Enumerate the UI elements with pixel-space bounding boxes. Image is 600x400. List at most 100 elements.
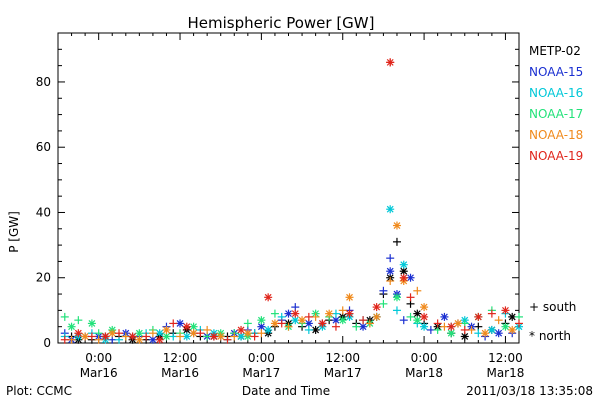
data-point-south bbox=[365, 319, 374, 328]
data-point-north bbox=[386, 267, 395, 276]
data-point-south bbox=[338, 306, 347, 315]
data-point-north bbox=[182, 322, 191, 331]
data-point-south bbox=[399, 316, 408, 325]
data-point-north bbox=[189, 329, 198, 338]
data-point-north bbox=[406, 273, 415, 282]
data-point-north bbox=[135, 335, 144, 344]
data-point-north bbox=[420, 322, 429, 331]
plot-frame bbox=[57, 32, 520, 344]
y-tick-label: 80 bbox=[36, 75, 51, 89]
data-point-south bbox=[311, 312, 320, 321]
data-point-south bbox=[386, 277, 395, 285]
data-point-north bbox=[481, 329, 490, 338]
data-point-south bbox=[467, 325, 476, 334]
data-point-south bbox=[243, 319, 252, 328]
data-point-north bbox=[67, 322, 76, 331]
data-point-south bbox=[270, 309, 279, 318]
data-point-south bbox=[515, 319, 523, 328]
data-point-north bbox=[440, 312, 449, 321]
data-point-north bbox=[237, 332, 246, 341]
x-tick-label-time: 12:00 bbox=[325, 351, 360, 365]
data-point-north bbox=[399, 260, 408, 269]
data-point-south bbox=[169, 319, 178, 328]
data-point-north bbox=[338, 316, 347, 325]
data-point-north bbox=[108, 329, 117, 338]
y-axis-label: P [GW] bbox=[7, 211, 21, 253]
data-point-south bbox=[379, 299, 388, 308]
data-point-north bbox=[345, 309, 354, 318]
data-point-north bbox=[162, 325, 171, 334]
x-tick-label-date: Mar17 bbox=[242, 366, 280, 380]
data-point-north bbox=[264, 293, 273, 302]
legend: METP-02 NOAA-15 NOAA-16 NOAA-17 NOAA-18 NOAA-… bbox=[529, 44, 583, 343]
data-point-north bbox=[128, 332, 137, 341]
legend-entry: NOAA-15 bbox=[529, 65, 583, 79]
data-point-south bbox=[352, 322, 361, 331]
y-tick-label: 20 bbox=[36, 271, 51, 285]
data-point-north bbox=[270, 319, 279, 328]
data-point-north bbox=[392, 293, 401, 302]
data-point-south bbox=[433, 319, 442, 328]
data-point-south bbox=[359, 316, 368, 325]
data-point-south bbox=[142, 332, 151, 341]
data-point-north bbox=[345, 293, 354, 302]
data-point-south bbox=[331, 322, 340, 331]
data-point-south bbox=[494, 316, 503, 325]
data-point-north bbox=[494, 329, 503, 338]
x-tick-label-date: Mar16 bbox=[80, 366, 118, 380]
data-point-north bbox=[284, 309, 293, 318]
data-point-south bbox=[176, 332, 185, 341]
data-point-north bbox=[237, 325, 246, 334]
data-point-south bbox=[460, 325, 469, 334]
data-point-south bbox=[250, 332, 259, 341]
marker-legend-entry: * north bbox=[529, 329, 571, 343]
data-point-south bbox=[94, 335, 103, 344]
data-point-north bbox=[399, 273, 408, 282]
data-point-north bbox=[298, 316, 307, 325]
data-point-north bbox=[501, 306, 510, 315]
data-point-north bbox=[447, 322, 456, 331]
data-point-north bbox=[311, 325, 320, 334]
data-point-north bbox=[392, 221, 401, 230]
data-point-south bbox=[392, 237, 401, 246]
legend-entry: METP-02 bbox=[529, 44, 581, 58]
data-point-north bbox=[501, 322, 510, 331]
x-tick-label-time: 0:00 bbox=[248, 351, 275, 365]
y-tick-label: 0 bbox=[43, 336, 51, 350]
data-point-north bbox=[508, 325, 517, 334]
data-point-south bbox=[67, 335, 76, 344]
data-point-north bbox=[413, 309, 422, 318]
data-point-south bbox=[406, 293, 415, 302]
x-tick-label-time: 12:00 bbox=[163, 351, 198, 365]
data-point-north bbox=[420, 303, 429, 312]
data-point-south bbox=[169, 332, 178, 341]
data-point-south bbox=[440, 322, 449, 331]
data-point-south bbox=[392, 306, 401, 315]
data-point-north bbox=[474, 312, 483, 321]
data-point-north bbox=[74, 329, 83, 338]
data-point-south bbox=[223, 335, 232, 344]
data-point-south bbox=[304, 312, 313, 321]
data-point-north bbox=[420, 312, 429, 321]
data-point-north bbox=[487, 325, 496, 334]
data-point-north bbox=[453, 319, 462, 328]
data-point-south bbox=[87, 332, 96, 341]
data-point-north bbox=[209, 332, 218, 341]
x-tick-label-time: 0:00 bbox=[85, 351, 112, 365]
legend-entry: NOAA-19 bbox=[529, 149, 583, 163]
x-tick-label-time: 12:00 bbox=[488, 351, 523, 365]
data-point-south bbox=[257, 329, 266, 338]
data-point-south bbox=[121, 332, 130, 341]
x-tick-label-date: Mar16 bbox=[161, 366, 199, 380]
data-point-north bbox=[264, 325, 273, 334]
data-point-south bbox=[474, 329, 483, 338]
data-point-south bbox=[277, 319, 286, 328]
plot-area: 0204060800:00Mar1612:00Mar160:00Mar1712:… bbox=[36, 32, 524, 380]
x-tick-label-time: 0:00 bbox=[411, 351, 438, 365]
y-tick-label: 40 bbox=[36, 205, 51, 219]
data-point-north bbox=[155, 335, 164, 344]
marker-legend-entry: + south bbox=[529, 300, 576, 314]
data-point-north bbox=[216, 332, 225, 341]
data-point-south bbox=[60, 335, 69, 344]
data-point-north bbox=[176, 319, 185, 328]
